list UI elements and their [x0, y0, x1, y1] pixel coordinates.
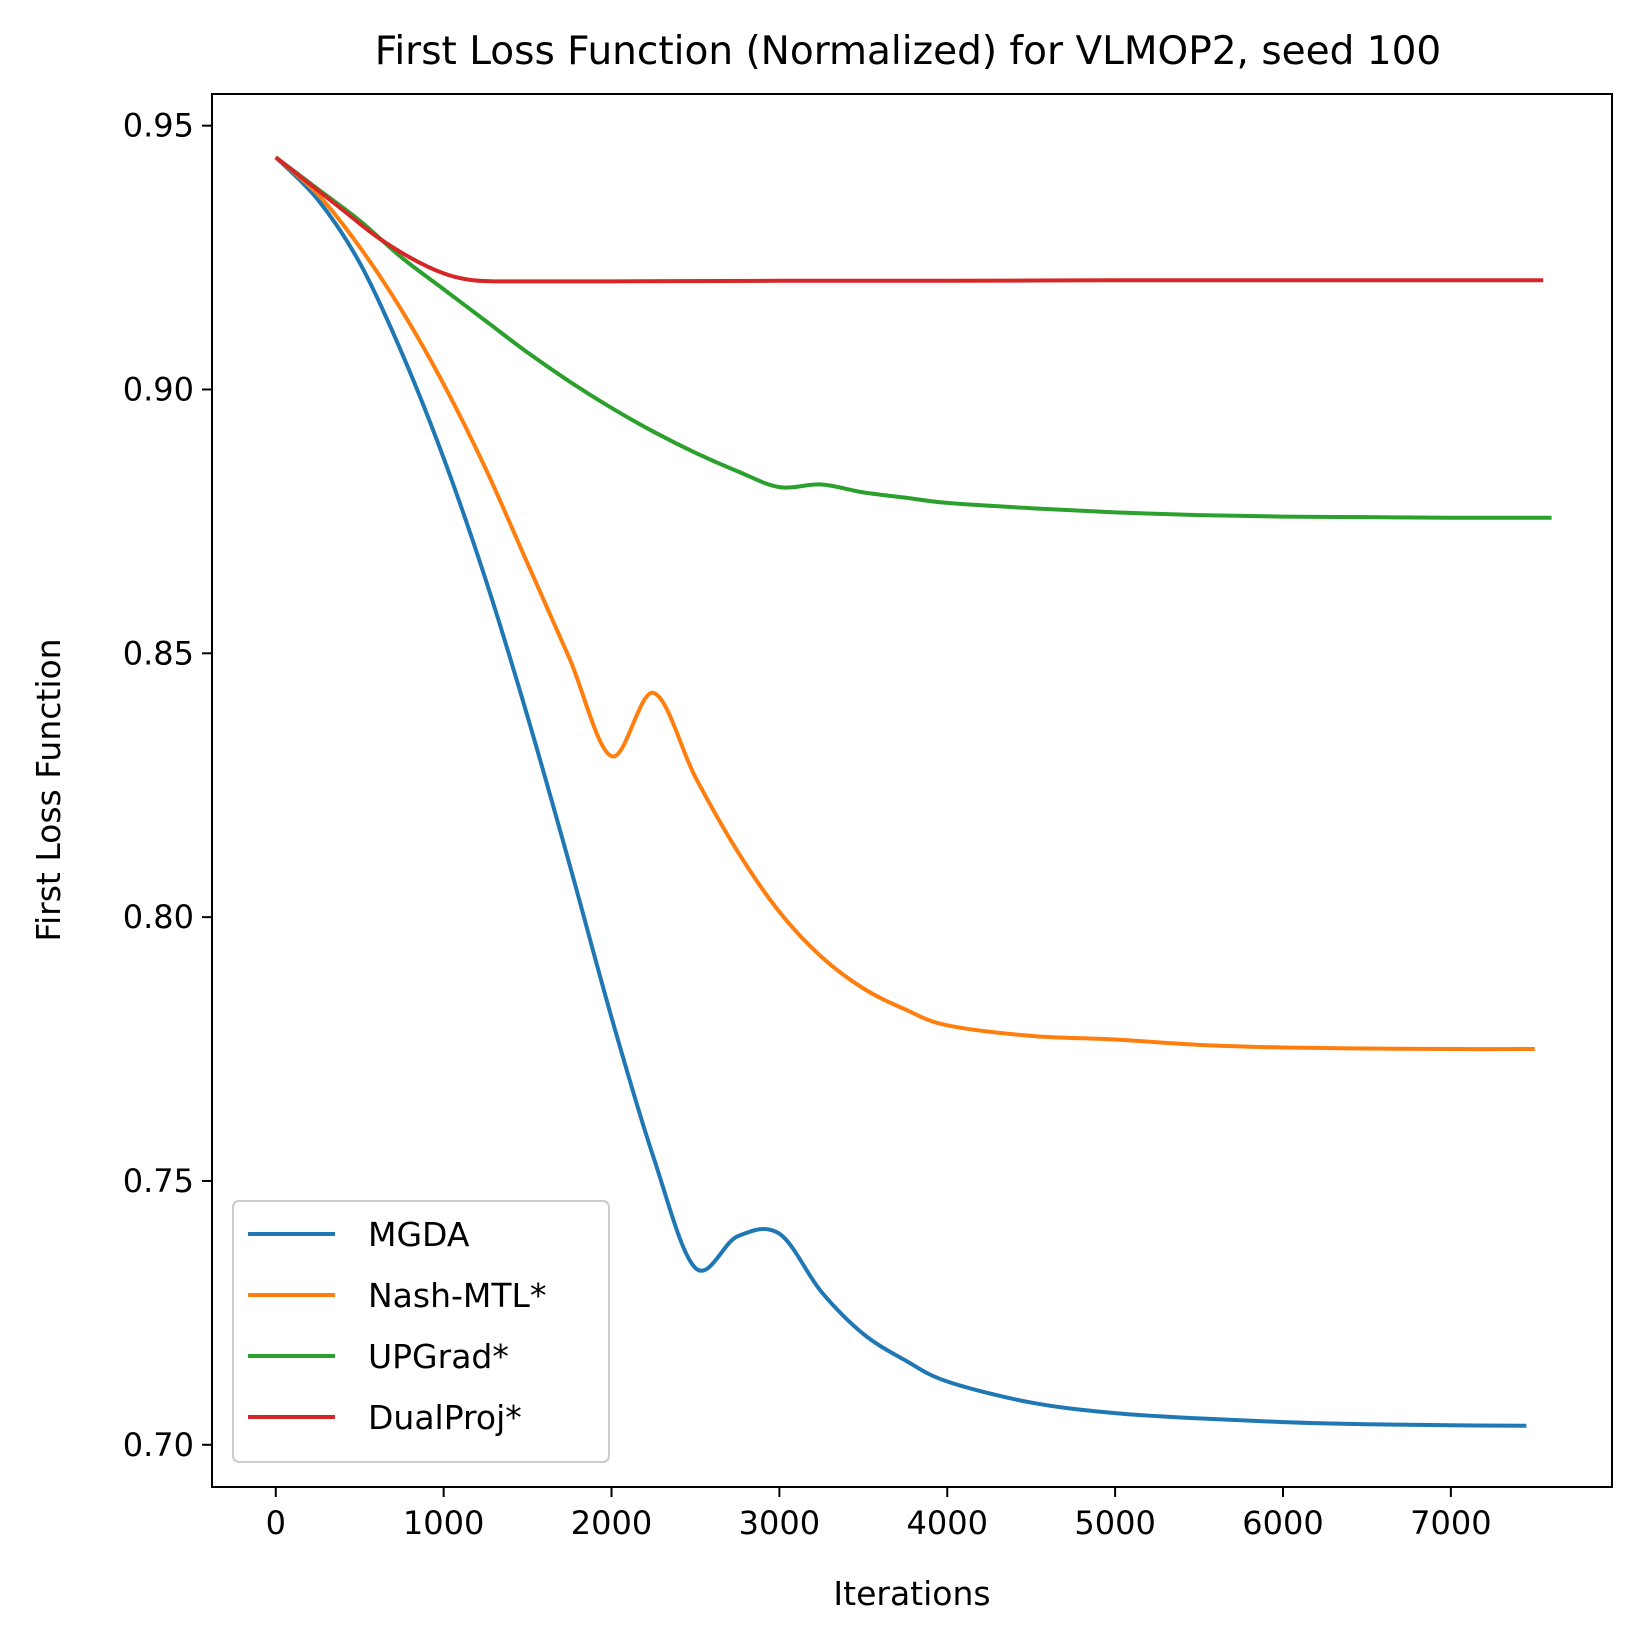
series-group [274, 155, 1552, 1428]
chart-title: First Loss Function (Normalized) for VLM… [375, 29, 1441, 74]
plot-area [211, 93, 1613, 1488]
x-axis-ticks: 0 1000 2000 3000 4000 5000 6000 7000 [266, 1487, 1492, 1542]
legend-box [232, 1200, 610, 1463]
y-tick-label: 0.80 [123, 898, 194, 936]
plot-frame [211, 93, 1613, 1488]
y-tick-label: 0.90 [123, 370, 194, 408]
x-tick-label: 2000 [571, 1504, 652, 1542]
legend-entries: MGDA Nash-MTL* UPGrad* DualProj* [248, 1215, 546, 1437]
legend-label: DualProj* [368, 1398, 522, 1437]
y-axis-ticks: 0.70 0.75 0.80 0.85 0.90 0.95 [123, 107, 212, 1464]
x-tick-label: 0 [266, 1504, 286, 1542]
x-tick-label: 3000 [739, 1504, 820, 1542]
series-line-mgda [274, 155, 1527, 1428]
legend-label: UPGrad* [368, 1337, 509, 1376]
x-tick-label: 4000 [907, 1504, 988, 1542]
series-line-upgrad [274, 155, 1552, 520]
x-axis-label: Iterations [833, 1574, 990, 1613]
y-tick-label: 0.95 [123, 107, 194, 145]
x-tick-label: 6000 [1242, 1504, 1323, 1542]
legend-label: MGDA [368, 1215, 470, 1254]
x-tick-label: 7000 [1410, 1504, 1491, 1542]
legend: MGDA Nash-MTL* UPGrad* DualProj* [232, 1200, 610, 1463]
y-tick-label: 0.70 [123, 1426, 194, 1464]
y-tick-label: 0.75 [123, 1162, 194, 1200]
x-tick-label: 5000 [1074, 1504, 1155, 1542]
legend-label: Nash-MTL* [368, 1276, 546, 1315]
series-line-nash-mtl [274, 155, 1535, 1052]
y-tick-label: 0.85 [123, 634, 194, 672]
y-axis-label: First Loss Function [29, 638, 68, 941]
series-line-dualproj [274, 155, 1544, 284]
x-tick-label: 1000 [403, 1504, 484, 1542]
